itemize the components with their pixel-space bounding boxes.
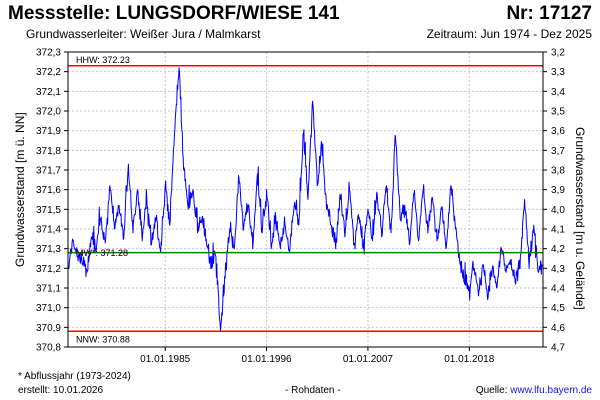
y2-tick-label: 3,5 <box>551 107 565 118</box>
y2-tick-label: 4,6 <box>551 323 565 334</box>
created-date: erstellt: 10.01.2026 <box>18 385 104 396</box>
y2-tick-label: 4,2 <box>551 244 565 255</box>
y-axis-label-left: Grundwasserstand [m ü. NN] <box>13 112 27 267</box>
source-label: Quelle: www.lfu.bayern.de <box>476 385 592 396</box>
y2-tick-label: 3,9 <box>551 185 565 196</box>
source-prefix: Quelle: <box>475 385 511 396</box>
raw-data-note: - Rohdaten - <box>285 385 341 396</box>
plot-area <box>68 52 543 347</box>
y-tick-label: 372,1 <box>36 87 61 98</box>
y-tick-label: 370,8 <box>36 343 61 354</box>
reference-line-label: HHW: 372.23 <box>76 55 130 65</box>
reference-line-label: MW*: 371.28 <box>76 248 128 258</box>
y-tick-label: 371,6 <box>36 185 61 196</box>
y-axis-label-right: Grundwasserstand [m u. Gelände] <box>573 127 587 310</box>
y-tick-label: 371,8 <box>36 146 61 157</box>
station-number: Nr: 17127 <box>506 3 592 24</box>
y2-tick-label: 4,4 <box>551 284 565 295</box>
y-tick-label: 371,3 <box>36 244 61 255</box>
period-label: Zeitraum: Jun 1974 - Dez 2025 <box>426 27 592 41</box>
y2-tick-label: 3,4 <box>551 87 565 98</box>
y2-tick-label: 3,3 <box>551 67 565 78</box>
y-tick-label: 372,0 <box>36 107 61 118</box>
plot-frame <box>67 51 544 348</box>
y-tick-label: 371,7 <box>36 166 61 177</box>
y-tick-label: 371,4 <box>36 225 61 236</box>
series-line <box>68 67 543 332</box>
y2-tick-label: 4,1 <box>551 225 565 236</box>
y-tick-label: 370,9 <box>36 323 61 334</box>
x-tick-label: 01.01.1985 <box>140 354 190 365</box>
y2-tick-label: 3,6 <box>551 126 565 137</box>
y-tick-label: 371,9 <box>36 126 61 137</box>
footnote: * Abflussjahr (1973-2024) <box>18 371 131 382</box>
y2-tick-label: 4,7 <box>551 343 565 354</box>
y2-tick-label: 4,0 <box>551 205 565 216</box>
y-tick-label: 372,3 <box>36 48 61 59</box>
y-tick-label: 371,2 <box>36 264 61 275</box>
x-tick-label: 01.01.2007 <box>343 354 393 365</box>
aquifer-label: Grundwasserleiter: Weißer Jura / Malmkar… <box>26 27 261 41</box>
y-tick-label: 371,0 <box>36 303 61 314</box>
source-link[interactable]: www.lfu.bayern.de <box>510 385 592 396</box>
y2-tick-label: 3,2 <box>551 48 565 59</box>
y-tick-label: 371,5 <box>36 205 61 216</box>
y2-tick-label: 4,5 <box>551 303 565 314</box>
y-tick-label: 372,2 <box>36 67 61 78</box>
y2-tick-label: 4,3 <box>551 264 565 275</box>
x-tick-label: 01.01.1996 <box>242 354 292 365</box>
chart-title: Messstelle: LUNGSDORF/WIESE 141 <box>8 3 340 24</box>
x-tick-label: 01.01.2018 <box>444 354 494 365</box>
y-tick-label: 371,1 <box>36 284 61 295</box>
reference-line-label: NNW: 370.88 <box>76 334 130 344</box>
y2-tick-label: 3,7 <box>551 146 565 157</box>
y2-tick-label: 3,8 <box>551 166 565 177</box>
